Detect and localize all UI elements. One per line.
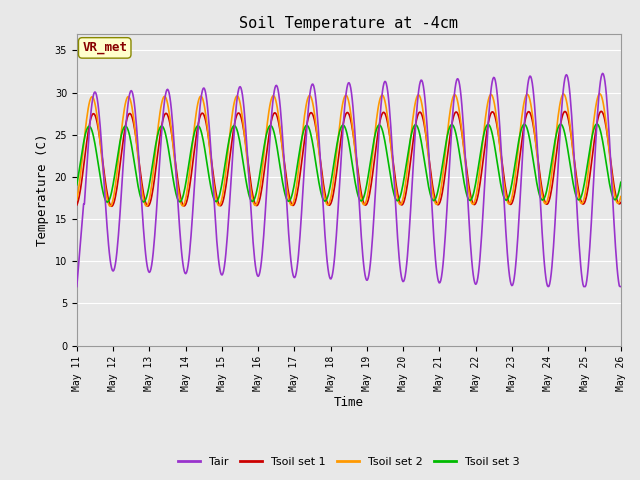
Legend: Tair, Tsoil set 1, Tsoil set 2, Tsoil set 3: Tair, Tsoil set 1, Tsoil set 2, Tsoil se… [173, 452, 524, 471]
Text: VR_met: VR_met [82, 41, 127, 54]
X-axis label: Time: Time [334, 396, 364, 409]
Title: Soil Temperature at -4cm: Soil Temperature at -4cm [239, 16, 458, 31]
Y-axis label: Temperature (C): Temperature (C) [36, 133, 49, 246]
